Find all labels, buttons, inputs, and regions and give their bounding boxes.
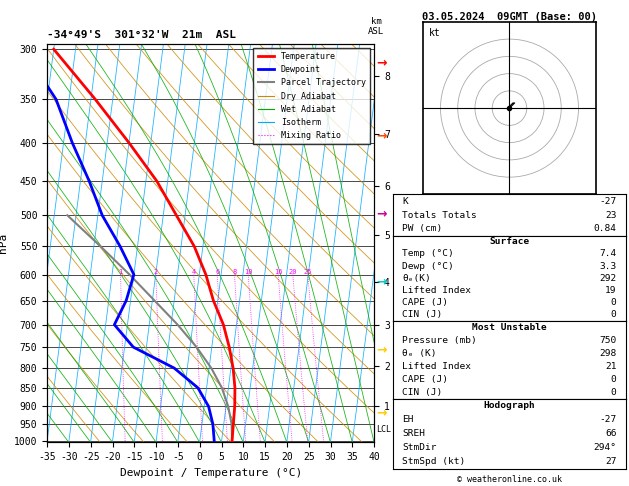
Text: 294°: 294° <box>594 443 616 452</box>
Text: 03.05.2024  09GMT (Base: 00): 03.05.2024 09GMT (Base: 00) <box>422 12 597 22</box>
Text: 4: 4 <box>192 269 196 275</box>
Text: →: → <box>377 130 387 142</box>
Legend: Temperature, Dewpoint, Parcel Trajectory, Dry Adiabat, Wet Adiabat, Isotherm, Mi: Temperature, Dewpoint, Parcel Trajectory… <box>253 48 370 144</box>
Text: Lifted Index: Lifted Index <box>403 362 471 371</box>
Text: 3.3: 3.3 <box>599 261 616 271</box>
Text: Temp (°C): Temp (°C) <box>403 249 454 259</box>
Text: 0: 0 <box>611 387 616 397</box>
Text: 8: 8 <box>232 269 237 275</box>
Text: Surface: Surface <box>489 237 530 246</box>
Text: SREH: SREH <box>403 429 425 438</box>
Text: Most Unstable: Most Unstable <box>472 323 547 332</box>
Text: K: K <box>403 197 408 206</box>
Text: 1: 1 <box>118 269 123 275</box>
Text: θₑ(K): θₑ(K) <box>403 274 431 283</box>
Text: 16: 16 <box>274 269 282 275</box>
Text: 292: 292 <box>599 274 616 283</box>
Text: -27: -27 <box>599 415 616 424</box>
Text: 0: 0 <box>611 298 616 307</box>
Text: PW (cm): PW (cm) <box>403 225 443 233</box>
Text: 25: 25 <box>304 269 312 275</box>
Text: -34°49'S  301°32'W  21m  ASL: -34°49'S 301°32'W 21m ASL <box>47 30 236 40</box>
Text: →: → <box>377 57 387 69</box>
Text: 0.84: 0.84 <box>594 225 616 233</box>
Text: StmDir: StmDir <box>403 443 437 452</box>
Text: Totals Totals: Totals Totals <box>403 210 477 220</box>
Text: 2: 2 <box>153 269 158 275</box>
Text: →: → <box>377 344 387 356</box>
Text: →: → <box>377 276 387 288</box>
Text: km
ASL: km ASL <box>368 17 384 36</box>
Text: CAPE (J): CAPE (J) <box>403 298 448 307</box>
Text: StmSpd (kt): StmSpd (kt) <box>403 457 465 467</box>
Text: © weatheronline.co.uk: © weatheronline.co.uk <box>457 474 562 484</box>
Text: 7.4: 7.4 <box>599 249 616 259</box>
X-axis label: Dewpoint / Temperature (°C): Dewpoint / Temperature (°C) <box>120 468 302 478</box>
Text: Dewp (°C): Dewp (°C) <box>403 261 454 271</box>
Text: 27: 27 <box>605 457 616 467</box>
Text: 10: 10 <box>244 269 252 275</box>
Text: kt: kt <box>428 28 440 38</box>
Text: Pressure (mb): Pressure (mb) <box>403 336 477 345</box>
Text: 19: 19 <box>605 286 616 295</box>
Text: 66: 66 <box>605 429 616 438</box>
Text: 23: 23 <box>605 210 616 220</box>
Text: LCL: LCL <box>376 425 391 434</box>
Text: -27: -27 <box>599 197 616 206</box>
Text: EH: EH <box>403 415 414 424</box>
Text: 21: 21 <box>605 362 616 371</box>
Text: Lifted Index: Lifted Index <box>403 286 471 295</box>
Text: CAPE (J): CAPE (J) <box>403 375 448 383</box>
Text: CIN (J): CIN (J) <box>403 387 443 397</box>
Text: 20: 20 <box>289 269 297 275</box>
Text: Hodograph: Hodograph <box>484 401 535 410</box>
Text: →: → <box>377 208 387 220</box>
Text: 750: 750 <box>599 336 616 345</box>
Text: →: → <box>377 407 387 419</box>
Text: 298: 298 <box>599 348 616 358</box>
Text: θₑ (K): θₑ (K) <box>403 348 437 358</box>
Text: CIN (J): CIN (J) <box>403 310 443 319</box>
Y-axis label: hPa: hPa <box>0 233 8 253</box>
Text: 0: 0 <box>611 310 616 319</box>
Text: 6: 6 <box>215 269 220 275</box>
Text: 0: 0 <box>611 375 616 383</box>
